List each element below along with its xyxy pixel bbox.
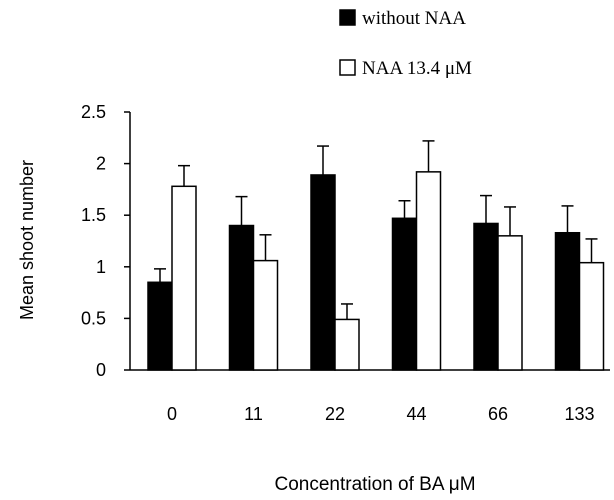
legend-label-naa: NAA 13.4 μM <box>362 58 472 79</box>
bar-without-naa-44 <box>391 217 418 371</box>
x-tick-label: 22 <box>325 404 345 424</box>
bar-naa-66 <box>497 235 523 371</box>
x-tick-label: 133 <box>564 404 594 424</box>
legend-label-without-naa: without NAA <box>362 8 466 29</box>
bar-naa-22 <box>334 318 360 371</box>
bar-naa-133 <box>578 261 605 371</box>
bar-without-naa-66 <box>473 222 499 371</box>
y-tick-label: 1 <box>96 257 106 277</box>
bar-naa-44 <box>415 171 442 371</box>
bar-naa-0 <box>171 185 197 371</box>
x-axis-label: Concentration of BA μM <box>274 474 475 495</box>
bar-without-naa-11 <box>228 224 255 371</box>
bar-without-naa-0 <box>147 281 173 371</box>
bar-without-naa-133 <box>554 231 581 371</box>
x-tick-label: 66 <box>488 404 508 424</box>
legend-swatch-without-naa <box>339 9 356 26</box>
bar-without-naa-22 <box>310 174 336 371</box>
x-tick-label: 44 <box>406 404 426 424</box>
legend-swatch-naa <box>339 59 356 76</box>
y-tick-label: 0.5 <box>81 308 106 328</box>
x-tick-label: 0 <box>167 404 177 424</box>
plot-area: 0 0.5 1 1.5 2 2.5 0 11 22 44 66 133 <box>81 102 610 424</box>
y-tick-label: 1.5 <box>81 205 106 225</box>
legend: without NAA NAA 13.4 μM <box>339 8 472 79</box>
y-tick-label: 0 <box>96 360 106 380</box>
bar-naa-11 <box>252 259 279 371</box>
y-tick-label: 2.5 <box>81 102 106 122</box>
x-tick-label: 11 <box>244 404 263 424</box>
y-axis-label: Mean shoot number <box>17 160 37 320</box>
y-tick-label: 2 <box>96 154 106 174</box>
